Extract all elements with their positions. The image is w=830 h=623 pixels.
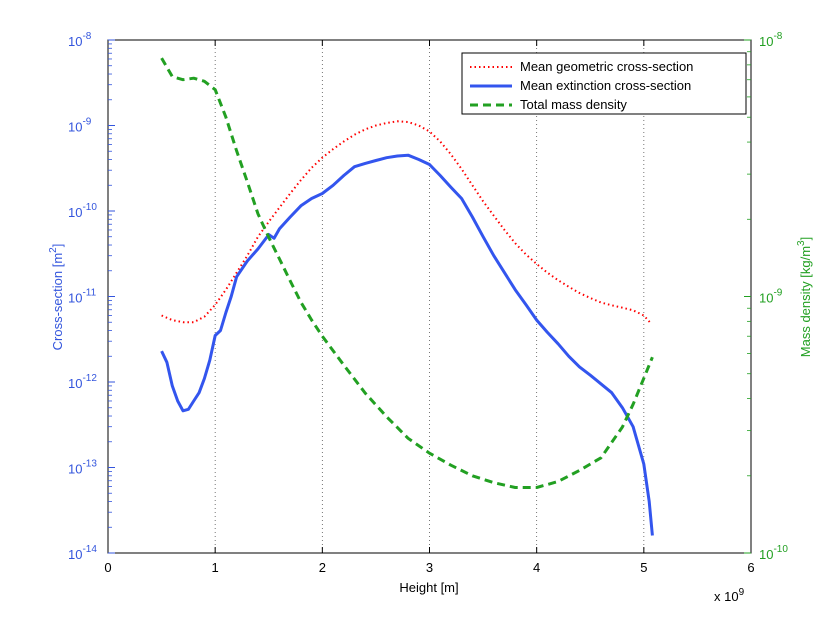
x-axis-label: Height [m] xyxy=(399,580,458,595)
legend-label-density: Total mass density xyxy=(520,97,627,112)
series-layer xyxy=(160,57,654,536)
left-tick-label: 10-10 xyxy=(68,202,97,220)
x-grid xyxy=(214,40,645,553)
left-tick-label: 10-9 xyxy=(68,117,92,135)
x-tick-label: 6 xyxy=(747,560,754,575)
x-tick-label: 3 xyxy=(426,560,433,575)
x-tick-label: 5 xyxy=(640,560,647,575)
right-tick-label: 10-9 xyxy=(759,288,783,306)
right-tick-label: 10-10 xyxy=(759,544,788,562)
x-tick-label: 2 xyxy=(319,560,326,575)
series-2-line xyxy=(160,57,654,489)
legend-label-extinction: Mean extinction cross-section xyxy=(520,78,691,93)
legend-label-geometric: Mean geometric cross-section xyxy=(520,59,693,74)
right-tick-label: 10-8 xyxy=(759,31,783,49)
left-tick-label: 10-11 xyxy=(68,288,97,306)
x-tick-label: 0 xyxy=(104,560,111,575)
left-axis-label: Cross-section [m2] xyxy=(48,244,65,351)
left-tick-label: 10-13 xyxy=(68,459,97,477)
right-axis-label: Mass density [kg/m3] xyxy=(796,237,813,357)
left-tick-label: 10-14 xyxy=(68,544,97,562)
x-multiplier: x 109 xyxy=(714,587,745,604)
left-y-axis: 10-14 10-13 10-12 10-11 10-10 10-9 10-8 xyxy=(68,31,115,562)
left-tick-label: 10-12 xyxy=(68,373,97,391)
left-tick-label: 10-8 xyxy=(68,31,92,49)
right-y-axis: 10-10 10-9 10-8 xyxy=(744,31,788,562)
x-axis: 0 1 2 3 4 5 6 xyxy=(104,40,755,575)
series-1-line xyxy=(160,153,654,536)
x-tick-label: 4 xyxy=(533,560,540,575)
x-tick-label: 1 xyxy=(212,560,219,575)
legend: Mean geometric cross-section Mean extinc… xyxy=(461,52,747,115)
series-0-line xyxy=(161,120,653,325)
